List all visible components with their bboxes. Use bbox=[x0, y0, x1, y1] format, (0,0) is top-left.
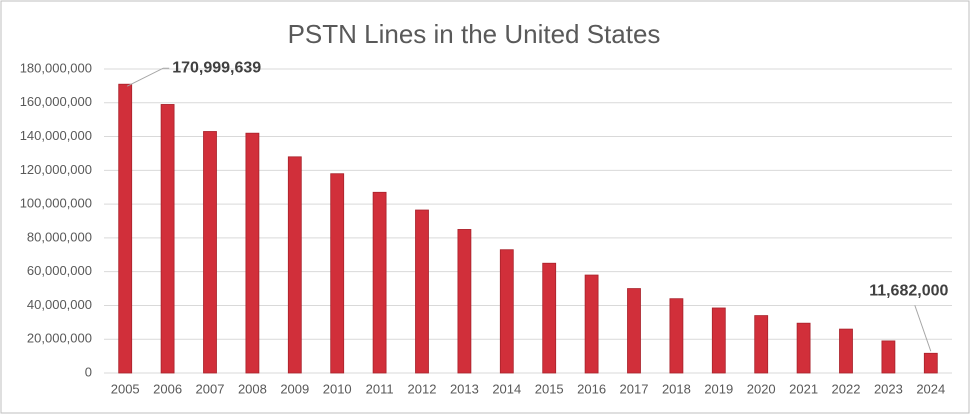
bar bbox=[584, 274, 599, 374]
x-tick-label: 2010 bbox=[323, 381, 352, 396]
y-tick-label: 20,000,000 bbox=[27, 331, 92, 346]
y-tick-label: 120,000,000 bbox=[20, 162, 92, 177]
bar bbox=[118, 83, 133, 374]
bar bbox=[372, 191, 387, 374]
x-tick-label: 2006 bbox=[153, 381, 182, 396]
value-label: 170,999,639 bbox=[172, 59, 261, 76]
y-tick-label: 160,000,000 bbox=[20, 94, 92, 109]
bar bbox=[923, 352, 938, 374]
y-tick-label: 80,000,000 bbox=[27, 229, 92, 244]
x-tick-label: 2008 bbox=[238, 381, 267, 396]
bar bbox=[839, 328, 853, 374]
bar bbox=[330, 173, 345, 374]
value-label: 11,682,000 bbox=[869, 282, 948, 299]
bar bbox=[287, 156, 302, 374]
bar bbox=[415, 209, 429, 374]
x-tick-label: 2019 bbox=[704, 381, 733, 396]
x-tick-label: 2011 bbox=[366, 381, 394, 396]
x-tick-label: 2005 bbox=[111, 381, 140, 396]
bar bbox=[542, 262, 557, 374]
x-tick-label: 2020 bbox=[747, 381, 776, 396]
x-tick-label: 2018 bbox=[662, 381, 691, 396]
y-tick-label: 0 bbox=[85, 364, 92, 379]
bar bbox=[711, 307, 726, 374]
bar bbox=[203, 131, 217, 374]
x-tick-label: 2021 bbox=[789, 381, 818, 396]
x-tick-label: 2014 bbox=[492, 381, 521, 396]
y-tick-label: 140,000,000 bbox=[20, 128, 92, 143]
bar bbox=[796, 322, 811, 374]
y-tick-label: 40,000,000 bbox=[27, 297, 92, 312]
x-tick-label: 2009 bbox=[280, 381, 309, 396]
bar bbox=[669, 298, 684, 374]
callout-line bbox=[914, 305, 932, 352]
callout-line bbox=[126, 67, 170, 87]
bar bbox=[881, 340, 896, 374]
x-tick-label: 2015 bbox=[535, 381, 564, 396]
x-tick-label: 2017 bbox=[620, 381, 649, 396]
bar bbox=[627, 288, 641, 374]
x-tick-label: 2022 bbox=[832, 381, 861, 396]
bar bbox=[499, 249, 514, 374]
y-tick-label: 60,000,000 bbox=[27, 263, 92, 278]
x-tick-label: 2012 bbox=[408, 381, 437, 396]
x-tick-label: 2016 bbox=[577, 381, 606, 396]
bar bbox=[754, 315, 769, 374]
y-tick-label: 100,000,000 bbox=[20, 196, 92, 211]
x-tick-label: 2013 bbox=[450, 381, 479, 396]
x-tick-label: 2023 bbox=[874, 381, 903, 396]
bar bbox=[457, 229, 472, 374]
bar bbox=[245, 132, 260, 374]
x-tick-label: 2007 bbox=[196, 381, 225, 396]
chart-title: PSTN Lines in the United States bbox=[288, 19, 661, 49]
bar bbox=[160, 104, 175, 374]
y-tick-label: 180,000,000 bbox=[20, 60, 92, 75]
x-tick-label: 2024 bbox=[916, 381, 945, 396]
